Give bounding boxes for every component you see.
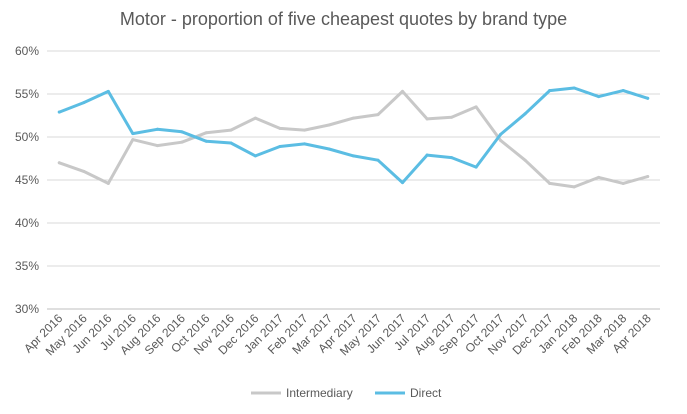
y-tick-label: 60% [15,44,39,58]
data-point-intermediary [450,115,454,119]
data-point-intermediary [499,138,503,142]
data-point-intermediary [278,126,282,130]
data-point-intermediary [621,181,625,185]
data-point-direct [204,139,208,143]
data-point-direct [180,130,184,134]
chart-title: Motor - proportion of five cheapest quot… [119,9,568,29]
data-point-direct [106,89,110,93]
data-point-intermediary [523,158,527,162]
data-point-intermediary [352,116,355,120]
y-tick-label: 30% [15,302,39,316]
data-point-intermediary [106,181,110,185]
data-point-direct [499,132,503,136]
data-point-direct [253,154,257,158]
y-axis: 30% 35% 40% 45% 50% 55% 60% [15,44,39,316]
y-tick-label: 45% [15,173,39,187]
data-point-direct [597,95,601,99]
legend-label-direct: Direct [410,386,442,400]
data-point-direct [646,96,650,100]
data-point-intermediary [155,144,159,148]
data-point-intermediary [253,116,257,120]
data-point-direct [450,156,454,160]
data-point-direct [548,89,552,93]
data-point-direct [155,127,159,131]
data-point-direct [278,144,282,148]
data-point-intermediary [57,161,61,165]
data-point-direct [474,165,478,169]
data-point-direct [229,141,233,145]
data-point-intermediary [474,105,478,109]
y-tick-label: 35% [15,259,39,273]
data-point-intermediary [425,117,429,121]
data-point-direct [57,110,61,114]
series-line-intermediary [57,89,650,189]
data-point-intermediary [548,181,552,185]
data-point-direct [401,181,405,185]
gridlines [47,50,660,310]
data-point-direct [302,142,306,146]
data-point-intermediary [82,169,86,173]
data-point-direct [327,147,331,151]
data-point-intermediary [131,138,135,142]
series-line-direct [57,86,650,185]
data-point-intermediary [646,175,650,179]
series-lines [57,86,650,189]
data-point-intermediary [376,113,380,117]
data-point-direct [425,153,429,157]
data-point-direct [352,154,355,158]
data-point-intermediary [180,140,184,144]
data-point-direct [82,101,86,105]
data-point-direct [376,158,380,162]
data-point-intermediary [302,128,306,132]
y-tick-label: 55% [15,87,39,101]
data-point-intermediary [327,123,331,127]
data-point-intermediary [597,175,601,179]
data-point-direct [621,89,625,93]
data-point-direct [572,86,576,90]
data-point-intermediary [229,128,233,132]
y-tick-label: 50% [15,130,39,144]
legend: Intermediary Direct [251,386,442,400]
y-tick-label: 40% [15,216,39,230]
data-point-direct [131,132,135,136]
data-point-intermediary [572,185,576,189]
data-point-intermediary [401,89,405,93]
data-point-intermediary [204,131,208,135]
data-point-direct [523,112,527,116]
legend-label-intermediary: Intermediary [286,386,353,400]
